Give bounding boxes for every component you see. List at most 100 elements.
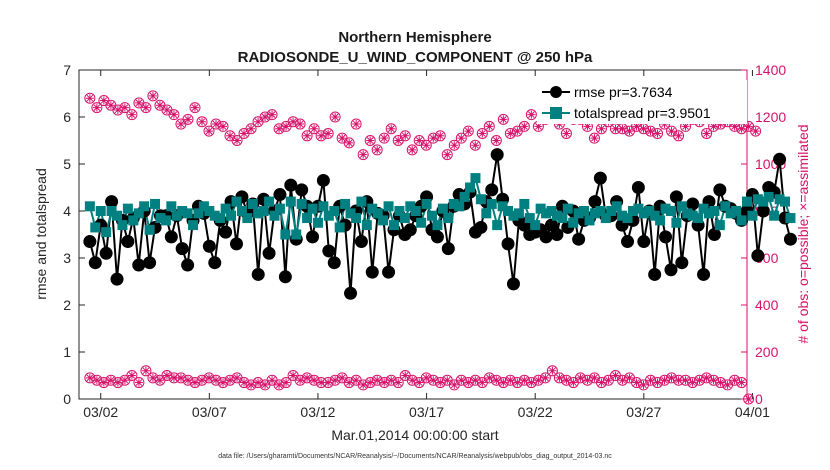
rmse-point xyxy=(322,244,336,258)
obs-marker-star xyxy=(520,376,529,385)
obs-marker-circle xyxy=(91,102,103,114)
obs-marker-circle xyxy=(147,90,159,102)
obs-marker-star xyxy=(204,127,213,136)
obs-marker-star xyxy=(247,124,256,133)
obs-marker-star xyxy=(492,136,501,145)
possible-obs-point xyxy=(637,123,649,135)
totalspread-point xyxy=(508,210,519,221)
totalspread-point xyxy=(568,217,579,228)
possible-obs-point xyxy=(462,125,474,137)
assimilated-obs-point xyxy=(736,377,748,389)
obs-marker-star xyxy=(190,103,199,112)
obs-marker-star xyxy=(709,122,718,131)
y-tick-label: 2 xyxy=(63,297,71,313)
obs-marker-star xyxy=(576,373,585,382)
rmse-point xyxy=(474,220,488,234)
possible-obs-point xyxy=(238,127,250,139)
possible-obs-point xyxy=(518,120,530,132)
totalspread-point xyxy=(589,208,600,219)
totalspread-point xyxy=(296,198,307,209)
totalspread-point xyxy=(177,206,188,216)
obs-marker-star xyxy=(457,376,466,385)
obs-marker-star xyxy=(639,380,648,389)
legend-box xyxy=(537,80,747,124)
obs-marker-star xyxy=(92,103,101,112)
obs-marker-star xyxy=(436,378,445,387)
assimilated-obs-point xyxy=(217,377,229,389)
obs-marker-star xyxy=(373,376,382,385)
totalspread-point xyxy=(725,208,736,219)
rmse-point xyxy=(273,188,287,202)
possible-obs-point xyxy=(392,135,404,146)
obs-marker-star xyxy=(240,129,249,138)
assimilated-obs-point xyxy=(140,365,152,377)
totalspread-point xyxy=(736,215,747,226)
totalspread-point xyxy=(253,208,264,219)
obs-marker-circle xyxy=(539,372,551,384)
obs-marker-star xyxy=(212,120,221,129)
obs-marker-star xyxy=(604,376,613,385)
assimilated-obs-point xyxy=(112,377,124,389)
obs-marker-star xyxy=(548,366,557,375)
obs-marker-star xyxy=(169,110,178,119)
assimilated-obs-point xyxy=(91,374,103,386)
x-tick-label: 03/17 xyxy=(409,404,444,420)
obs-marker-star xyxy=(183,115,192,124)
possible-obs-point xyxy=(427,132,439,144)
obs-marker-star xyxy=(155,376,164,385)
possible-obs-point xyxy=(343,137,355,149)
assimilated-obs-point xyxy=(231,372,243,384)
obs-marker-star xyxy=(618,376,627,385)
totalspread-point xyxy=(84,201,95,212)
possible-obs-point xyxy=(210,118,222,130)
obs-marker-star xyxy=(366,136,375,145)
totalspread-point xyxy=(198,201,209,212)
possible-obs-point xyxy=(245,123,257,135)
obs-marker-circle xyxy=(133,377,145,389)
rmse-point xyxy=(659,230,673,244)
obs-marker-circle xyxy=(441,149,453,161)
possible-obs-point xyxy=(231,135,243,146)
totalspread-point xyxy=(665,206,676,216)
possible-obs-point xyxy=(364,135,376,146)
x-tick-label: 04/01 xyxy=(735,404,770,420)
totalspread-point xyxy=(378,215,389,226)
obs-marker-star xyxy=(204,373,213,382)
obs-marker-star xyxy=(408,376,417,385)
totalspread-point xyxy=(720,201,731,212)
assimilated-obs-point xyxy=(203,372,215,384)
assimilated-obs-point xyxy=(588,372,600,384)
obs-marker-circle xyxy=(546,365,558,377)
legend-rmse-label: rmse pr=3.7634 xyxy=(574,84,673,100)
assimilated-obs-point xyxy=(329,374,341,386)
obs-marker-star xyxy=(667,373,676,382)
rmse-point xyxy=(132,258,146,272)
rmse-point xyxy=(621,235,635,249)
obs-marker-star xyxy=(345,138,354,147)
possible-obs-point xyxy=(252,116,264,128)
obs-marker-star xyxy=(555,373,564,382)
obs-marker-star xyxy=(268,110,277,119)
obs-marker-star xyxy=(716,378,725,387)
totalspread-point xyxy=(150,198,161,209)
rmse-point xyxy=(88,256,102,270)
obs-marker-star xyxy=(289,371,298,380)
obs-marker-circle xyxy=(736,377,748,389)
obs-marker-star xyxy=(737,124,746,133)
obs-marker-star xyxy=(471,141,480,150)
assimilated-obs-point xyxy=(343,377,355,389)
possible-obs-point xyxy=(273,123,285,135)
obs-marker-star xyxy=(324,378,333,387)
obs-marker-circle xyxy=(343,137,355,149)
totalspread-point xyxy=(90,222,101,233)
assimilated-obs-point xyxy=(385,374,397,386)
totalspread-point xyxy=(350,213,361,224)
assimilated-obs-point xyxy=(518,374,530,386)
y-right-tick-label: 0 xyxy=(755,391,763,407)
y-tick-label: 1 xyxy=(63,344,71,360)
rmse-point xyxy=(382,265,396,279)
obs-marker-star xyxy=(737,378,746,387)
obs-marker-star xyxy=(176,120,185,129)
totalspread-point xyxy=(291,229,302,240)
obs-marker-star xyxy=(394,378,403,387)
